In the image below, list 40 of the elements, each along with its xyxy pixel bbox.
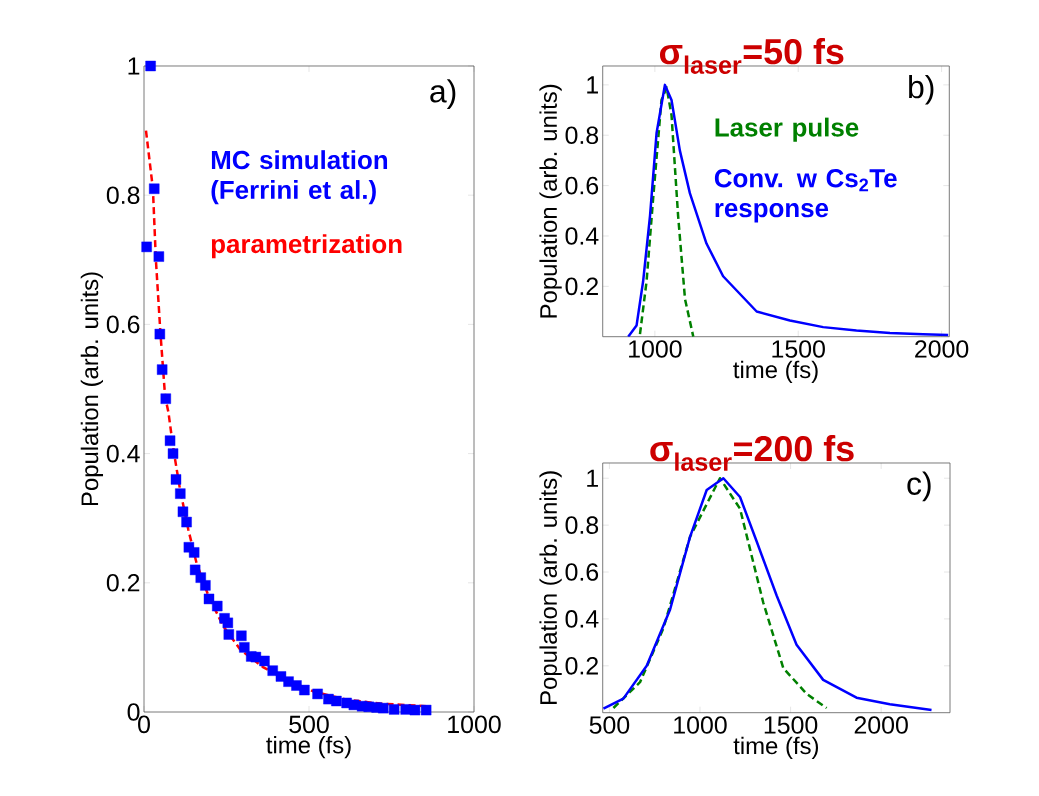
y-tick-label: 0.6 (565, 563, 599, 581)
y-tick-label: 1 (587, 469, 598, 487)
x-tick-label: 2000 (854, 716, 908, 734)
annotation: b) (909, 74, 934, 105)
y-tick-label: 0.2 (106, 573, 140, 592)
y-axis-title: Population (arb. units) (539, 471, 562, 704)
x-tick-label: 500 (289, 715, 329, 734)
y-tick-label: 0.8 (106, 186, 140, 205)
y-tick-label: 0.4 (565, 610, 599, 628)
chart-title: σ$_{laser}$=200 fs (650, 435, 854, 471)
x-axis-title: time (fs) (733, 360, 818, 383)
x-tick-label: 1000 (448, 715, 501, 734)
y-tick-label: 0.4 (565, 227, 599, 245)
annotation: c) (907, 471, 931, 502)
annotation: a) (430, 79, 456, 109)
y-tick-label: 0.2 (565, 277, 598, 296)
y-axis-title: Population (arb. units) (539, 84, 562, 318)
y-tick-label: 0.6 (106, 315, 140, 334)
y-tick-label: 1 (128, 57, 140, 75)
chart-title: σ$_{laser}$=50 fs (659, 38, 844, 74)
text: MC simulation (Ferrini et al.) (211, 150, 388, 205)
x-tick-label: 2000 (915, 340, 969, 358)
y-tick-label: 1 (587, 76, 598, 94)
y-tick-label: 0.8 (565, 126, 599, 145)
y-tick-label: 0.8 (565, 516, 599, 534)
x-axis-title: time (fs) (733, 736, 819, 759)
x-tick-label: 1500 (772, 340, 825, 358)
series-label: Laser pulse (715, 117, 859, 142)
y-tick-label: 0.2 (565, 656, 598, 675)
text: parametrization (211, 234, 402, 259)
y-tick-label: 0 (127, 703, 140, 721)
y-tick-label: 0.4 (106, 444, 140, 463)
x-tick-label: 1000 (629, 340, 682, 358)
x-tick-label: 500 (589, 716, 630, 734)
x-axis-title: time (fs) (266, 735, 351, 759)
y-axis-title: Population (arb. units) (80, 272, 104, 506)
text: Conv. w Cs$_{2}$Te response (714, 169, 897, 223)
x-tick-label: 1500 (764, 716, 818, 734)
x-tick-label: 1000 (674, 716, 727, 734)
y-tick-label: 0.6 (565, 176, 599, 195)
